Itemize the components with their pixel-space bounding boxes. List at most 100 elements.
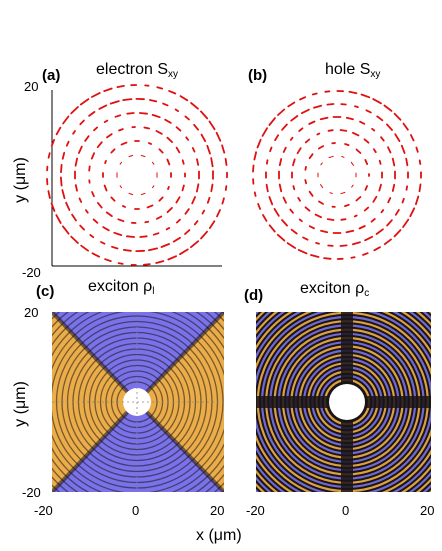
panel-a-arrow xyxy=(142,263,151,266)
panel-b-arrow xyxy=(310,254,320,258)
panel-a-arrow xyxy=(147,142,153,145)
panel-b-arrow xyxy=(371,127,376,132)
panel-b-arrow xyxy=(365,109,372,114)
xtick-d-zero: 0 xyxy=(342,503,350,518)
panel-a-arrow xyxy=(224,185,228,191)
panel-a-arrow xyxy=(55,126,62,136)
panel-a-arrow xyxy=(93,126,98,132)
panel-b-arrow xyxy=(318,200,324,205)
panel-b-arrow xyxy=(317,145,325,150)
panel-a-arrow xyxy=(208,220,216,230)
panel-a-arrow xyxy=(88,111,96,117)
panel-b-arrow xyxy=(409,134,415,142)
panel-b-arrow xyxy=(351,241,361,246)
ytick-bottom-max: 20 xyxy=(24,305,39,320)
panel-b-arrow xyxy=(402,218,410,228)
panel-a-arrow xyxy=(221,144,226,154)
panel-b-arrow xyxy=(276,233,286,242)
panel-b-arrow xyxy=(256,138,262,149)
panel-a-arrow xyxy=(193,123,200,131)
panel-a-arrow xyxy=(122,98,133,101)
panel-c-lobe-right xyxy=(137,312,224,492)
panel-a-arrow xyxy=(193,220,199,226)
panel-a-arrow xyxy=(181,159,185,165)
xtick-d-max: 20 xyxy=(420,503,435,518)
panel-b-arrow xyxy=(268,196,274,206)
panel-b-arrow xyxy=(414,195,420,206)
panel-b-arrow xyxy=(277,108,286,116)
panel-a-axes xyxy=(51,90,222,267)
ytick-top-max: 20 xyxy=(24,79,39,94)
xtick-c-max: 20 xyxy=(210,503,225,518)
panel-b-arrow xyxy=(314,213,323,219)
panel-a-arrow xyxy=(164,118,172,124)
panel-a-arrow xyxy=(184,229,191,235)
panel-b-arrow xyxy=(359,120,366,125)
panel-a-arrow xyxy=(100,241,106,245)
panel-b-arrow xyxy=(360,93,371,99)
panel-b-arrow xyxy=(253,151,258,161)
panel-b-arrow xyxy=(400,144,406,154)
panel-a-arrow xyxy=(103,87,113,92)
panel-a-arrow xyxy=(126,235,136,238)
panel-b-arrow xyxy=(351,131,360,137)
panel-b-arrow xyxy=(297,196,302,202)
panel-b-arrow xyxy=(282,196,287,204)
panel-b-arrow xyxy=(355,148,362,154)
panel-a-arrow xyxy=(117,262,124,265)
panel-b-arrow xyxy=(274,134,280,142)
panel-b-arrow xyxy=(380,136,385,142)
panel-b-arrow xyxy=(320,229,329,234)
panel-d-center-hole xyxy=(329,384,365,420)
panel-a-arrow xyxy=(71,213,77,222)
panel-a-arrow xyxy=(191,196,197,205)
panel-a-arrow xyxy=(70,106,79,115)
panel-b-arrow xyxy=(344,203,350,208)
panel-a-arrow xyxy=(113,231,123,237)
panel-a-arrow xyxy=(118,128,124,132)
xtick-d-min: -20 xyxy=(246,503,265,518)
panel-b-arrow xyxy=(320,162,323,166)
panel-a-arrow xyxy=(216,209,221,218)
panel-a-arrow xyxy=(128,192,134,196)
panel-a-arrow xyxy=(158,196,164,202)
panel-b-arrow xyxy=(328,155,334,159)
panel-a-arrow xyxy=(79,98,90,106)
panel-a-arrow xyxy=(151,114,161,119)
panel-b-arrow xyxy=(339,244,348,247)
panel-b-arrow xyxy=(286,242,297,249)
panel-a-arrow xyxy=(146,204,154,209)
ylabel-bottom: y (μm) xyxy=(12,381,29,427)
panel-b-arrow xyxy=(383,104,393,112)
panel-a-arrow xyxy=(79,119,85,126)
panel-a-arrow xyxy=(50,202,56,212)
panel-a-arrow xyxy=(174,108,180,112)
panel-b-label: (b) xyxy=(248,67,268,84)
panel-b-arrow xyxy=(345,229,355,234)
panel-a-arrow xyxy=(175,218,181,224)
panel-b-arrow xyxy=(257,202,262,210)
panel-a-arrow xyxy=(179,95,189,102)
panel-a-arrow xyxy=(140,192,146,196)
panel-a-arrow xyxy=(103,184,108,192)
panel-a-arrow xyxy=(120,141,128,146)
panel-b-arrow xyxy=(289,208,294,214)
panel-b-arrow xyxy=(326,218,335,221)
panel-b-arrow xyxy=(363,138,370,144)
panel-a-arrow xyxy=(200,230,209,240)
panel-b-arrow xyxy=(358,225,366,230)
ytick-top-min: -20 xyxy=(22,265,41,280)
panel-b-arrow xyxy=(289,136,294,141)
panel-a-arrow xyxy=(62,225,70,235)
panel-b-arrow xyxy=(281,219,289,227)
panel-b-arrow xyxy=(298,218,303,223)
xtick-c-zero: 0 xyxy=(132,503,140,518)
panel-a-arrow xyxy=(147,247,159,252)
panel-b-arrow xyxy=(261,127,269,137)
panel-a-arrow xyxy=(184,208,190,215)
panel-b-arrow xyxy=(409,207,416,218)
panel-b-arrow xyxy=(355,196,362,202)
panel-b-arrow xyxy=(308,120,316,125)
panel-c-seam xyxy=(135,400,224,492)
panel-b-arrow xyxy=(308,225,315,230)
